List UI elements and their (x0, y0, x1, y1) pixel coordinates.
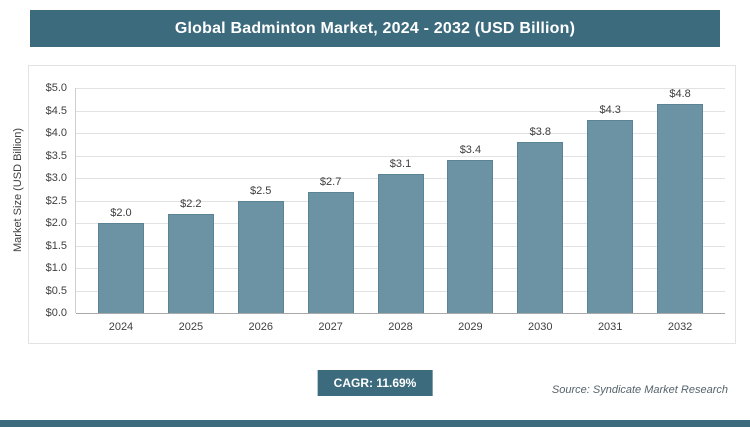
x-tick-label: 2026 (248, 321, 273, 333)
plot-frame: $5.0 $4.5 $4.0 $3.5 $3.0 $2.5 $2.0 $1.5 $1.0 $0.5… (28, 65, 736, 344)
bar-value-label: $2.2 (180, 198, 202, 210)
bar-2024 (97, 223, 144, 313)
y-tick-label: $0.0 (45, 307, 67, 319)
bar-2027 (307, 191, 354, 313)
bar-2028 (377, 173, 424, 313)
plot-top: $5.0 $4.5 $4.0 $3.5 $3.0 $2.5 $2.0 $1.5 $1.0 $0.5… (33, 82, 725, 319)
x-axis-ticks: 2024 2025 2026 2027 2028 2029 2030 2031 2032 (76, 313, 725, 337)
y-tick-label: $2.0 (45, 217, 67, 229)
bar-slot-2031: $4.3 (575, 88, 645, 313)
bar-2031 (587, 119, 634, 313)
bar-slot-2032: $4.8 (645, 88, 715, 313)
y-tick-label: $4.0 (45, 127, 67, 139)
gridline (76, 88, 725, 89)
gridline (76, 155, 725, 157)
bar-slot-2025: $2.2 (156, 88, 226, 313)
bar-value-label: $3.4 (459, 144, 482, 156)
chart-area: Market Size (USD Billion) $5.0 $4.5 $4.0 $3… (8, 65, 736, 344)
y-axis-ticks: $5.0 $4.5 $4.0 $3.5 $3.0 $2.5 $2.0 $1.5 $1.0 $0.5… (33, 82, 75, 319)
x-tick-label: 2027 (318, 321, 343, 333)
y-tick-label: $2.5 (45, 194, 67, 207)
y-tick-label: $5.0 (45, 82, 67, 94)
bar-2032 (657, 104, 704, 313)
gridline (76, 110, 725, 112)
bar-2026 (237, 200, 284, 313)
bar-slot-2024: $2.0 (86, 88, 156, 313)
y-axis-label: Market Size (USD Billion) (12, 127, 24, 252)
bar-slot-2026: $2.5 (226, 88, 296, 313)
chart-footer: CAGR: 11.69% Source: Syndicate Market Re… (0, 370, 750, 398)
bar-value-label: $4.3 (599, 103, 621, 116)
chart-title: Global Badminton Market, 2024 - 2032 (US… (30, 10, 720, 47)
bar-slot-2028: $3.1 (366, 88, 436, 313)
bar-value-label: $3.8 (529, 126, 551, 138)
x-tick-label: 2031 (597, 321, 623, 333)
x-tick-label: 2030 (528, 321, 553, 333)
y-tick-label: $0.5 (45, 284, 67, 297)
x-tick-label: 2029 (458, 321, 483, 333)
bar-2029 (447, 160, 494, 313)
y-tick-label: $3.0 (45, 172, 67, 184)
bar-value-label: $2.5 (250, 184, 272, 197)
bar-slot-2030: $3.8 (505, 88, 575, 313)
bar-value-label: $2.7 (319, 175, 342, 188)
y-tick-label: $4.5 (45, 104, 67, 117)
bar-value-label: $2.0 (110, 207, 132, 219)
y-tick-label: $1.0 (45, 262, 67, 274)
bars-container: $2.0 $2.2 $2.5 $2.7 $3.1 $3.4 $3.8 $4.3 $4.8 (76, 88, 725, 313)
y-tick-label: $1.5 (45, 239, 67, 252)
x-axis-baseline (76, 313, 725, 314)
bar-2030 (517, 142, 564, 313)
x-tick-label: 2028 (388, 321, 413, 333)
x-tick-label: 2025 (178, 321, 204, 333)
x-tick-label: 2024 (108, 321, 134, 333)
bar-slot-2029: $3.4 (435, 88, 505, 313)
bar-value-label: $3.1 (389, 157, 412, 170)
y-tick-label: $3.5 (45, 149, 67, 162)
bar-value-label: $4.8 (669, 88, 691, 100)
bottom-accent-strip (0, 420, 750, 427)
gridline (76, 133, 725, 134)
bar-slot-2027: $2.7 (296, 88, 366, 313)
plot-area: $2.0 $2.2 $2.5 $2.7 $3.1 $3.4 $3.8 $4.3 $4.8 (75, 88, 725, 314)
bar-2025 (167, 214, 214, 313)
source-text: Source: Syndicate Market Research (551, 384, 728, 396)
cagr-badge: CAGR: 11.69% (317, 370, 433, 396)
x-tick-label: 2032 (667, 321, 693, 333)
